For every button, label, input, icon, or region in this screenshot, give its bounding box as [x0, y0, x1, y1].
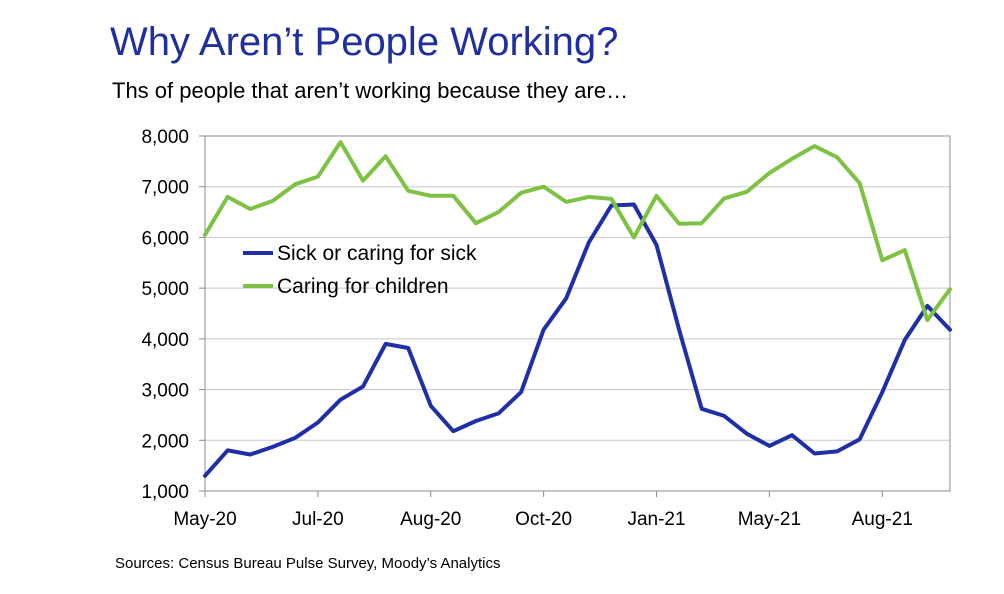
series-line: [203, 202, 952, 478]
y-tick-label: 6,000: [141, 228, 189, 249]
x-tick-label: Oct-20: [515, 509, 572, 530]
chart-title: Why Aren’t People Working?: [110, 20, 619, 64]
legend: Sick or caring for sick Caring for childr…: [243, 242, 477, 298]
x-tick-label: Jul-20: [292, 509, 344, 530]
y-axis-ticks: 1,000 2,000 3,000 4,000 5,000 6,000 7,000 8,000: [141, 127, 205, 503]
source-note: Sources: Census Bureau Pulse Survey, Moo…: [115, 555, 501, 572]
y-tick-label: 7,000: [141, 178, 189, 199]
chart-subtitle: Ths of people that aren’t working becaus…: [112, 78, 629, 103]
x-axis-ticks: May-20 Jul-20 Aug-20 Oct-20 Jan-21 May-21 Aug-…: [173, 491, 913, 530]
x-tick-label: Aug-21: [852, 509, 913, 530]
y-tick-label: 3,000: [141, 381, 189, 402]
x-tick-label: May-20: [173, 509, 236, 530]
legend-label: Sick or caring for sick: [277, 242, 477, 265]
series-lines: [203, 140, 952, 478]
gridlines: [205, 135, 950, 492]
x-tick-label: Aug-20: [400, 509, 461, 530]
y-tick-label: 4,000: [141, 330, 189, 351]
series-line: [203, 140, 952, 323]
y-tick-label: 8,000: [141, 127, 189, 148]
legend-label: Caring for children: [277, 275, 449, 298]
y-tick-label: 1,000: [141, 482, 189, 503]
y-tick-label: 5,000: [141, 279, 189, 300]
plot-area-border: [204, 135, 951, 492]
x-tick-label: May-21: [738, 509, 801, 530]
y-tick-label: 2,000: [141, 431, 189, 452]
x-tick-label: Jan-21: [627, 509, 685, 530]
